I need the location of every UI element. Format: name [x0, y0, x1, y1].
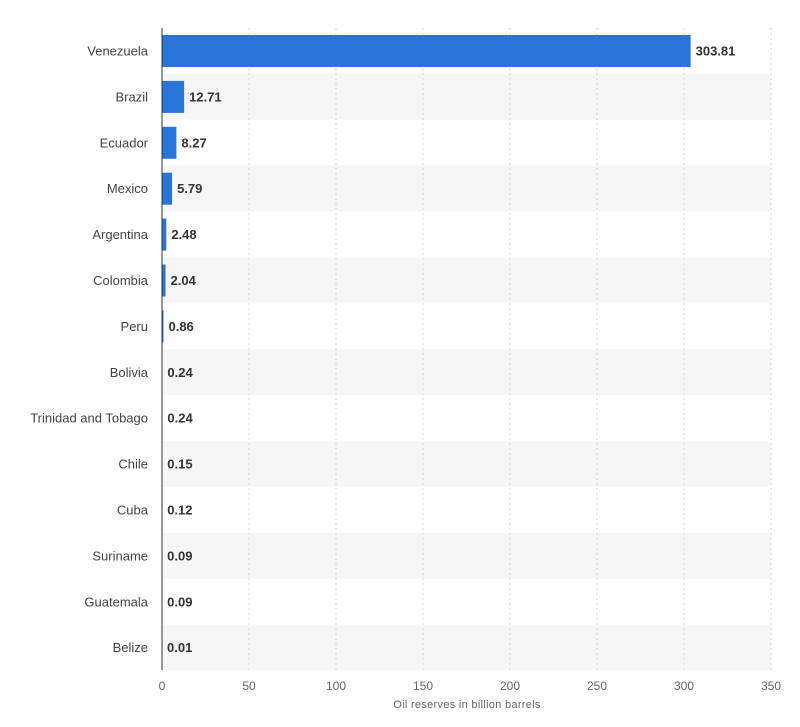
category-label-argentina: Argentina [92, 227, 148, 242]
x-tick-labels: 0 50 100 150 200 250 300 350 [159, 679, 782, 693]
category-label-mexico: Mexico [107, 181, 148, 196]
row-band-suriname [162, 532, 771, 579]
x-tick-label-150: 150 [413, 679, 433, 693]
category-labels: Venezuela Brazil Ecuador Mexico Argentina Col… [30, 44, 149, 656]
bar-venezuela [162, 35, 691, 67]
category-label-chile: Chile [118, 457, 148, 472]
gridlines [248, 28, 772, 670]
x-tick-label-350: 350 [761, 679, 781, 693]
category-label-brazil: Brazil [115, 89, 148, 104]
bar-argentina [162, 218, 167, 251]
x-tick-label-100: 100 [326, 679, 346, 693]
row-bands [162, 73, 771, 671]
data-label-chile: 0.15 [167, 457, 192, 472]
data-label-guatemala: 0.09 [167, 594, 192, 609]
bar-ecuador [162, 126, 177, 159]
category-label-suriname: Suriname [92, 548, 148, 563]
row-band-chile [162, 441, 771, 487]
row-band-belize [162, 624, 771, 671]
category-label-cuba: Cuba [117, 503, 149, 518]
data-label-venezuela: 303.81 [696, 44, 736, 59]
x-tick-label-0: 0 [159, 679, 166, 693]
bar-colombia [162, 264, 166, 297]
data-label-ecuador: 8.27 [181, 135, 206, 150]
bars [162, 35, 691, 664]
data-label-suriname: 0.09 [167, 548, 192, 563]
data-labels: 303.81 12.71 8.27 5.79 2.48 2.04 0.86 0.24 0.24 0… [167, 44, 735, 656]
bar-peru [162, 310, 164, 343]
category-label-colombia: Colombia [93, 273, 149, 288]
category-label-trinidad-and-tobago: Trinidad and Tobago [30, 411, 148, 426]
data-label-argentina: 2.48 [171, 227, 196, 242]
data-label-colombia: 2.04 [171, 273, 197, 288]
x-tick-label-200: 200 [500, 679, 520, 693]
category-label-belize: Belize [113, 640, 148, 655]
row-band-mexico [162, 165, 771, 212]
data-label-cuba: 0.12 [167, 503, 192, 518]
category-label-guatemala: Guatemala [84, 594, 148, 609]
data-label-bolivia: 0.24 [167, 365, 193, 380]
x-tick-label-250: 250 [587, 679, 607, 693]
category-label-bolivia: Bolivia [110, 365, 149, 380]
data-label-belize: 0.01 [167, 640, 192, 655]
x-axis-title: Oil reserves in billion barrels [393, 699, 541, 711]
category-label-peru: Peru [121, 319, 148, 334]
row-band-brazil [162, 73, 771, 120]
x-tick-label-50: 50 [242, 679, 256, 693]
data-label-mexico: 5.79 [177, 181, 202, 196]
data-label-brazil: 12.71 [189, 89, 222, 104]
category-label-venezuela: Venezuela [87, 44, 148, 59]
data-label-trinidad-and-tobago: 0.24 [167, 411, 193, 426]
data-label-peru: 0.86 [168, 319, 193, 334]
bar-brazil [162, 80, 185, 113]
x-tick-label-300: 300 [674, 679, 694, 693]
row-band-bolivia [162, 349, 771, 396]
category-label-ecuador: Ecuador [100, 135, 149, 150]
bar-mexico [162, 172, 173, 205]
row-band-colombia [162, 257, 771, 304]
